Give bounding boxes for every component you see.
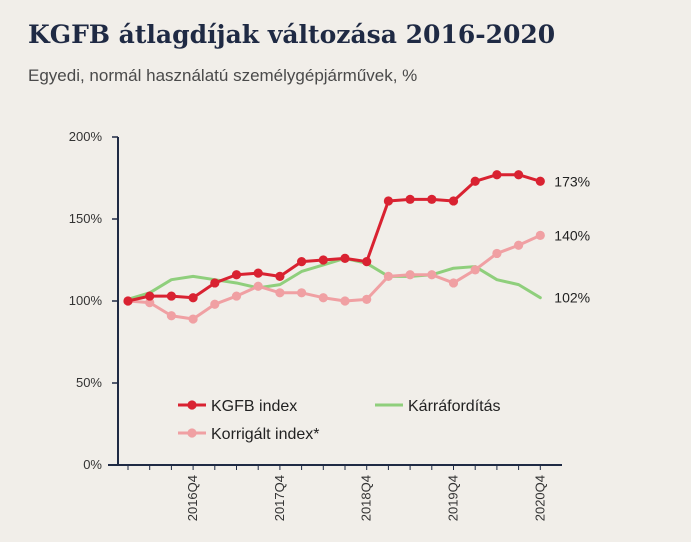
- series-0-point: [123, 296, 133, 306]
- series-0-point: [253, 268, 263, 278]
- series-2-point: [470, 265, 480, 275]
- chart-subtitle: Egyedi, normál használatú személygépjárm…: [28, 66, 418, 85]
- y-tick-label: 150%: [69, 211, 103, 226]
- series-0-point: [514, 170, 524, 180]
- series-2-point: [188, 314, 198, 324]
- series-0-point: [383, 196, 393, 206]
- series-2-point: [318, 293, 328, 303]
- end-value-label: 140%: [554, 227, 590, 243]
- y-tick-label: 0%: [83, 457, 102, 472]
- series-0-point: [166, 291, 176, 301]
- legend-marker: [187, 400, 197, 410]
- legend-marker: [187, 428, 197, 438]
- series-0-point: [297, 257, 307, 267]
- x-tick-label: 2019Q4: [446, 475, 461, 521]
- series-0-point: [470, 176, 480, 186]
- series-0-point: [427, 194, 437, 204]
- series-2-point: [514, 240, 524, 250]
- series-2-point: [405, 270, 415, 280]
- series-2-point: [340, 296, 350, 306]
- series-0-point: [231, 270, 242, 280]
- series-0-point: [535, 176, 545, 186]
- y-tick-label: 200%: [69, 129, 103, 144]
- series-0-point: [362, 257, 372, 267]
- series-0-point: [492, 170, 502, 180]
- end-value-label: 173%: [554, 173, 590, 189]
- series-2-point: [535, 230, 545, 240]
- y-tick-label: 100%: [69, 293, 103, 308]
- series-0-point: [188, 293, 198, 303]
- series-2-point: [275, 288, 285, 298]
- series-2-point: [231, 291, 242, 301]
- series-2-point: [362, 294, 372, 304]
- series-2-point: [297, 288, 307, 298]
- x-tick-label: 2017Q4: [272, 475, 287, 521]
- series-2-point: [145, 298, 155, 308]
- series-0-point: [405, 194, 415, 204]
- series-2-point: [448, 278, 459, 288]
- chart-title: KGFB átlagdíjak változása 2016-2020: [28, 20, 556, 49]
- series-0-point: [275, 271, 285, 281]
- series-0-point: [340, 253, 350, 263]
- x-tick-label: 2018Q4: [359, 475, 374, 521]
- series-2-point: [210, 299, 220, 309]
- series-2-point: [383, 271, 393, 281]
- x-tick-label: 2020Q4: [532, 475, 547, 521]
- y-tick-label: 50%: [76, 375, 102, 390]
- series-2-point: [427, 270, 437, 280]
- series-0-point: [318, 255, 328, 265]
- series-0-point: [210, 278, 220, 288]
- series-2-point: [253, 281, 263, 291]
- legend-label: Korrigált index*: [211, 426, 320, 443]
- series-line-0: [126, 173, 542, 303]
- series-2-point: [492, 248, 502, 259]
- series-2-point: [166, 311, 176, 321]
- series-line-1: [126, 256, 542, 301]
- series-0-point: [448, 196, 459, 206]
- x-tick-label: 2016Q4: [185, 475, 200, 521]
- legend-label: KGFB index: [211, 398, 297, 415]
- legend-label: Kárráfordítás: [408, 398, 500, 415]
- series-0-point: [145, 291, 155, 301]
- end-value-label: 102%: [554, 290, 590, 306]
